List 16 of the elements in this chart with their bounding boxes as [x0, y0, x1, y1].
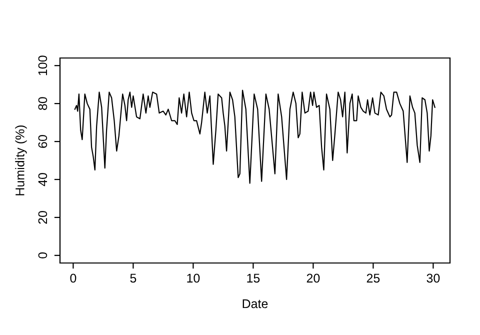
y-tick-label: 80: [38, 97, 48, 110]
x-tick-label: 0: [70, 274, 76, 283]
x-tick-label: 20: [306, 274, 320, 283]
y-tick-label: 100: [38, 56, 48, 76]
y-tick-label: 0: [38, 252, 48, 258]
y-axis-title: Humidity (%): [15, 126, 27, 196]
x-tick-label: 10: [187, 274, 200, 283]
y-tick-label: 20: [38, 210, 48, 224]
x-tick-label: 15: [247, 274, 260, 283]
x-tick-label: 25: [366, 274, 380, 283]
x-tick-label: 30: [426, 274, 440, 283]
x-axis-title: Date: [242, 299, 268, 308]
line-series: [74, 90, 436, 184]
x-tick-label: 5: [130, 274, 136, 283]
y-tick-label: 40: [38, 173, 48, 186]
y-tick-label: 60: [38, 135, 48, 148]
